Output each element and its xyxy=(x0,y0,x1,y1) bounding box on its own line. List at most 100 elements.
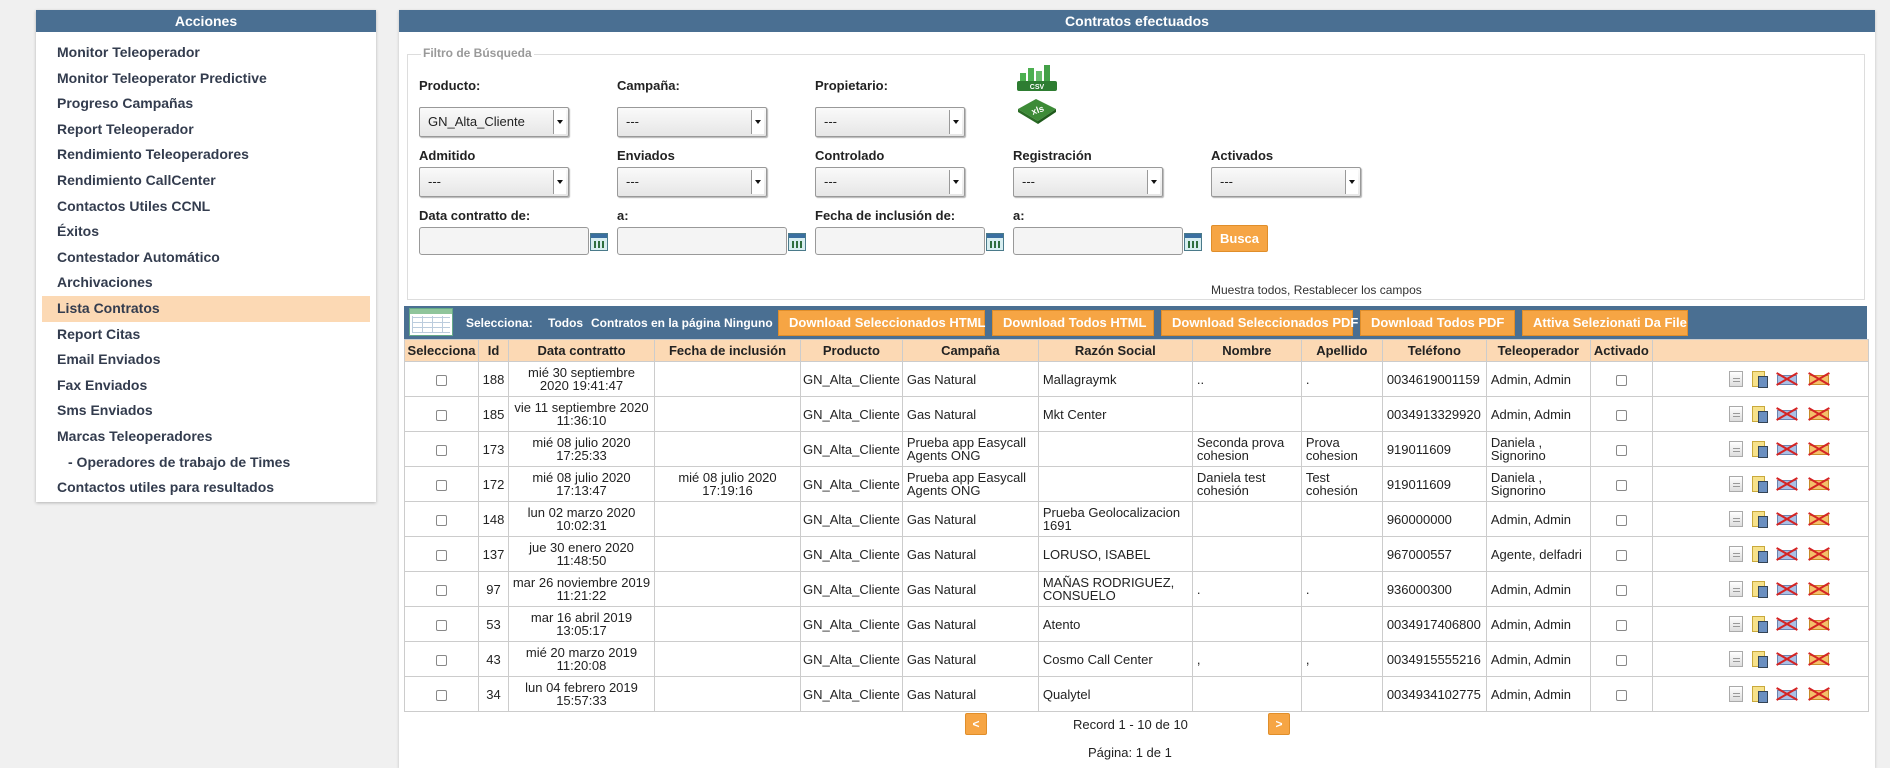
sidebar-item[interactable]: Rendimiento Teleoperadores xyxy=(57,146,249,163)
calendar-icon[interactable] xyxy=(590,233,608,251)
sidebar-item[interactable]: Monitor Teleoperator Predictive xyxy=(57,69,267,86)
activated-checkbox[interactable] xyxy=(1615,409,1627,421)
deactivate-icon[interactable] xyxy=(1807,371,1831,387)
delete-icon[interactable] xyxy=(1775,511,1799,527)
activated-checkbox[interactable] xyxy=(1615,479,1627,491)
prev-page-button[interactable]: < xyxy=(965,713,987,735)
row-select-checkbox[interactable] xyxy=(436,549,447,561)
edit-icon[interactable] xyxy=(1729,441,1744,457)
delete-icon[interactable] xyxy=(1775,371,1799,387)
sidebar-item[interactable]: Éxitos xyxy=(57,223,100,240)
sidebar-item[interactable]: Progreso Campañas xyxy=(57,95,194,112)
sidebar-item[interactable]: Fax Enviados xyxy=(57,376,148,393)
sidebar-item[interactable]: Marcas Teleoperadores xyxy=(57,427,213,444)
select-page-link[interactable]: Contratos en la página xyxy=(591,316,721,330)
edit-icon[interactable] xyxy=(1729,476,1744,492)
activate-selected-from-file-button[interactable]: Attiva Selezionati Da File xyxy=(1522,310,1688,336)
sidebar-item[interactable]: Contactos Utiles CCNL xyxy=(57,197,211,214)
edit-icon[interactable] xyxy=(1729,651,1744,667)
activated-checkbox[interactable] xyxy=(1615,374,1627,386)
search-button[interactable]: Busca xyxy=(1211,225,1268,252)
fecha-inclusion-a-input[interactable] xyxy=(1013,227,1183,255)
delete-icon[interactable] xyxy=(1775,616,1799,632)
data-contratto-a-input[interactable] xyxy=(617,227,787,255)
delete-icon[interactable] xyxy=(1775,546,1799,562)
activated-checkbox[interactable] xyxy=(1615,654,1627,666)
registracion-select[interactable]: --- xyxy=(1013,167,1163,197)
document-icon[interactable] xyxy=(1751,615,1769,633)
edit-icon[interactable] xyxy=(1729,546,1744,562)
row-select-checkbox[interactable] xyxy=(436,409,447,421)
activated-checkbox[interactable] xyxy=(1615,549,1627,561)
delete-icon[interactable] xyxy=(1775,581,1799,597)
deactivate-icon[interactable] xyxy=(1807,651,1831,667)
delete-icon[interactable] xyxy=(1775,406,1799,422)
document-icon[interactable] xyxy=(1751,545,1769,563)
propietario-select[interactable]: --- xyxy=(815,107,965,137)
deactivate-icon[interactable] xyxy=(1807,686,1831,702)
producto-select[interactable]: GN_Alta_Cliente xyxy=(419,107,569,137)
row-select-checkbox[interactable] xyxy=(436,654,447,666)
row-select-checkbox[interactable] xyxy=(436,689,447,701)
deactivate-icon[interactable] xyxy=(1807,546,1831,562)
download-all-pdf-button[interactable]: Download Todos PDF xyxy=(1360,310,1515,336)
download-selected-pdf-button[interactable]: Download Seleccionados PDF xyxy=(1161,310,1358,336)
deactivate-icon[interactable] xyxy=(1807,511,1831,527)
show-all-link[interactable]: Muestra todos xyxy=(1211,283,1288,297)
enviados-select[interactable]: --- xyxy=(617,167,767,197)
delete-icon[interactable] xyxy=(1775,651,1799,667)
select-none-link[interactable]: Ninguno xyxy=(724,316,773,330)
next-page-button[interactable]: > xyxy=(1268,713,1290,735)
activated-checkbox[interactable] xyxy=(1615,584,1627,596)
document-icon[interactable] xyxy=(1751,475,1769,493)
admitido-select[interactable]: --- xyxy=(419,167,569,197)
activated-checkbox[interactable] xyxy=(1615,514,1627,526)
csv-export-icon[interactable]: CSV xyxy=(1014,63,1060,93)
sidebar-item[interactable]: Report Teleoperador xyxy=(57,120,194,137)
document-icon[interactable] xyxy=(1751,510,1769,528)
delete-icon[interactable] xyxy=(1775,476,1799,492)
deactivate-icon[interactable] xyxy=(1807,476,1831,492)
activated-checkbox[interactable] xyxy=(1615,689,1627,701)
sidebar-item[interactable]: Contactos utiles para resultados xyxy=(57,479,275,496)
row-select-checkbox[interactable] xyxy=(436,479,447,491)
row-select-checkbox[interactable] xyxy=(436,444,447,456)
calendar-icon[interactable] xyxy=(788,233,806,251)
reset-fields-link[interactable]: Restablecer los campos xyxy=(1293,283,1422,297)
download-all-html-button[interactable]: Download Todos HTML xyxy=(992,310,1154,336)
edit-icon[interactable] xyxy=(1729,616,1744,632)
sidebar-item[interactable]: Lista Contratos xyxy=(42,295,370,322)
deactivate-icon[interactable] xyxy=(1807,441,1831,457)
delete-icon[interactable] xyxy=(1775,441,1799,457)
document-icon[interactable] xyxy=(1751,580,1769,598)
row-select-checkbox[interactable] xyxy=(436,374,447,386)
sidebar-item[interactable]: Report Citas xyxy=(57,325,141,342)
edit-icon[interactable] xyxy=(1729,511,1744,527)
calendar-icon[interactable] xyxy=(986,233,1004,251)
sidebar-item[interactable]: Rendimiento CallCenter xyxy=(57,171,216,188)
campana-select[interactable]: --- xyxy=(617,107,767,137)
activados-select[interactable]: --- xyxy=(1211,167,1361,197)
activated-checkbox[interactable] xyxy=(1615,444,1627,456)
xls-export-icon[interactable]: xls xyxy=(1014,95,1060,125)
document-icon[interactable] xyxy=(1751,370,1769,388)
document-icon[interactable] xyxy=(1751,405,1769,423)
controlado-select[interactable]: --- xyxy=(815,167,965,197)
edit-icon[interactable] xyxy=(1729,581,1744,597)
delete-icon[interactable] xyxy=(1775,686,1799,702)
edit-icon[interactable] xyxy=(1729,371,1744,387)
calendar-icon[interactable] xyxy=(1184,233,1202,251)
edit-icon[interactable] xyxy=(1729,406,1744,422)
row-select-checkbox[interactable] xyxy=(436,584,447,596)
activated-checkbox[interactable] xyxy=(1615,619,1627,631)
document-icon[interactable] xyxy=(1751,685,1769,703)
document-icon[interactable] xyxy=(1751,440,1769,458)
download-selected-html-button[interactable]: Download Seleccionados HTML xyxy=(778,310,985,336)
deactivate-icon[interactable] xyxy=(1807,581,1831,597)
edit-icon[interactable] xyxy=(1729,686,1744,702)
sidebar-item[interactable]: - Operadores de trabajo de Times xyxy=(68,453,291,470)
sidebar-item[interactable]: Email Enviados xyxy=(57,351,161,368)
deactivate-icon[interactable] xyxy=(1807,406,1831,422)
deactivate-icon[interactable] xyxy=(1807,616,1831,632)
sidebar-item[interactable]: Contestador Automático xyxy=(57,248,220,265)
